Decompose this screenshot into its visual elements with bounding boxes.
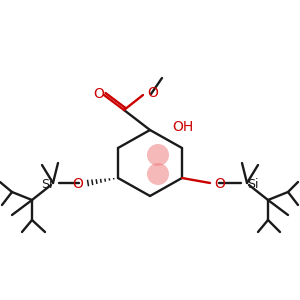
Text: Si: Si — [247, 178, 259, 190]
Text: O: O — [72, 177, 83, 191]
Text: O: O — [147, 86, 158, 100]
Text: O: O — [94, 87, 104, 101]
Text: OH: OH — [172, 120, 193, 134]
Circle shape — [147, 144, 169, 166]
Text: O: O — [214, 177, 225, 191]
Circle shape — [147, 163, 169, 185]
Text: Si: Si — [41, 178, 53, 190]
